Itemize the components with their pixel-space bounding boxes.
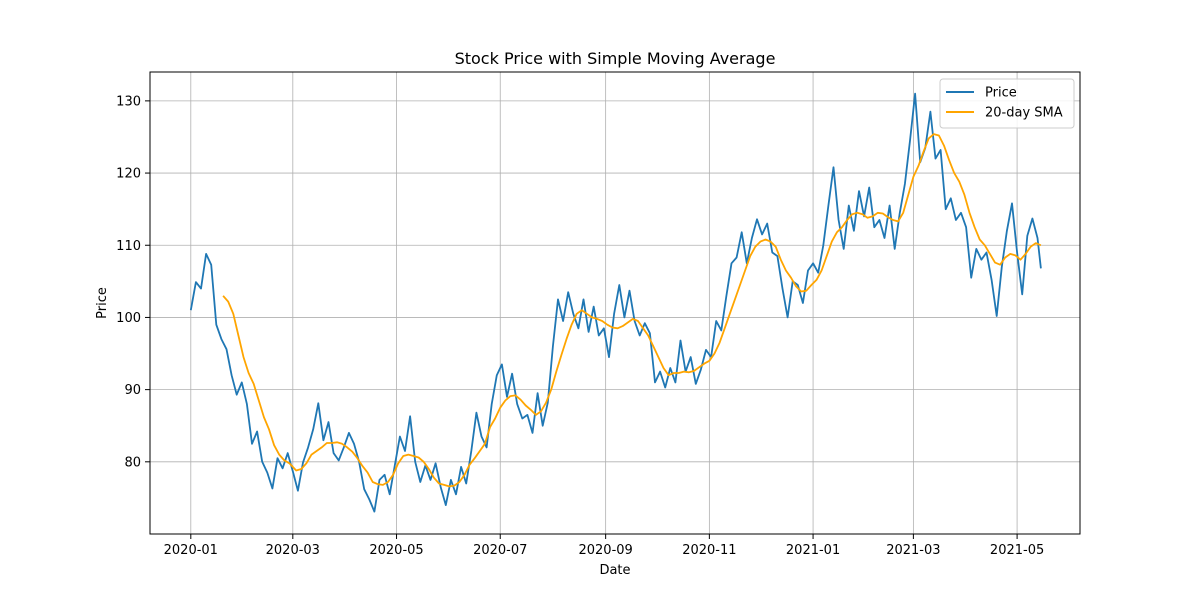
x-tick-label: 2021-05 <box>990 543 1044 558</box>
plot-area-frame <box>149 71 1081 535</box>
x-tick-label: 2020-07 <box>473 543 527 558</box>
series-line-price <box>189 92 1042 513</box>
legend-label: 20-day SMA <box>985 106 1063 121</box>
y-tick-label: 80 <box>124 455 141 470</box>
x-tick-label: 2020-01 <box>164 543 218 558</box>
x-tick-label: 2021-03 <box>886 543 940 558</box>
x-tick-label: 2021-01 <box>786 543 840 558</box>
x-axis-label: Date <box>599 563 630 578</box>
legend-label: Price <box>985 86 1017 101</box>
y-tick-label: 110 <box>116 239 141 254</box>
grid-lines <box>150 72 1080 534</box>
x-tick-label: 2020-05 <box>369 543 423 558</box>
series-layer <box>189 92 1042 513</box>
y-tick-label: 130 <box>116 94 141 109</box>
x-tick-label: 2020-09 <box>578 543 632 558</box>
legend: Price 20-day SMA <box>939 78 1075 129</box>
series-line-20-day-sma <box>222 133 1042 488</box>
y-axis: 80 90 100 110 120 130 <box>116 94 150 470</box>
y-axis-label: Price <box>95 287 110 319</box>
x-tick-label: 2020-11 <box>682 543 736 558</box>
x-axis: 2020-01 2020-03 2020-05 2020-07 2020-09 2020-… <box>164 534 1044 558</box>
x-tick-label: 2020-03 <box>266 543 320 558</box>
chart-title: Stock Price with Simple Moving Average <box>455 49 776 68</box>
y-tick-label: 90 <box>124 383 141 398</box>
y-tick-label: 120 <box>116 167 141 182</box>
y-tick-label: 100 <box>116 311 141 326</box>
